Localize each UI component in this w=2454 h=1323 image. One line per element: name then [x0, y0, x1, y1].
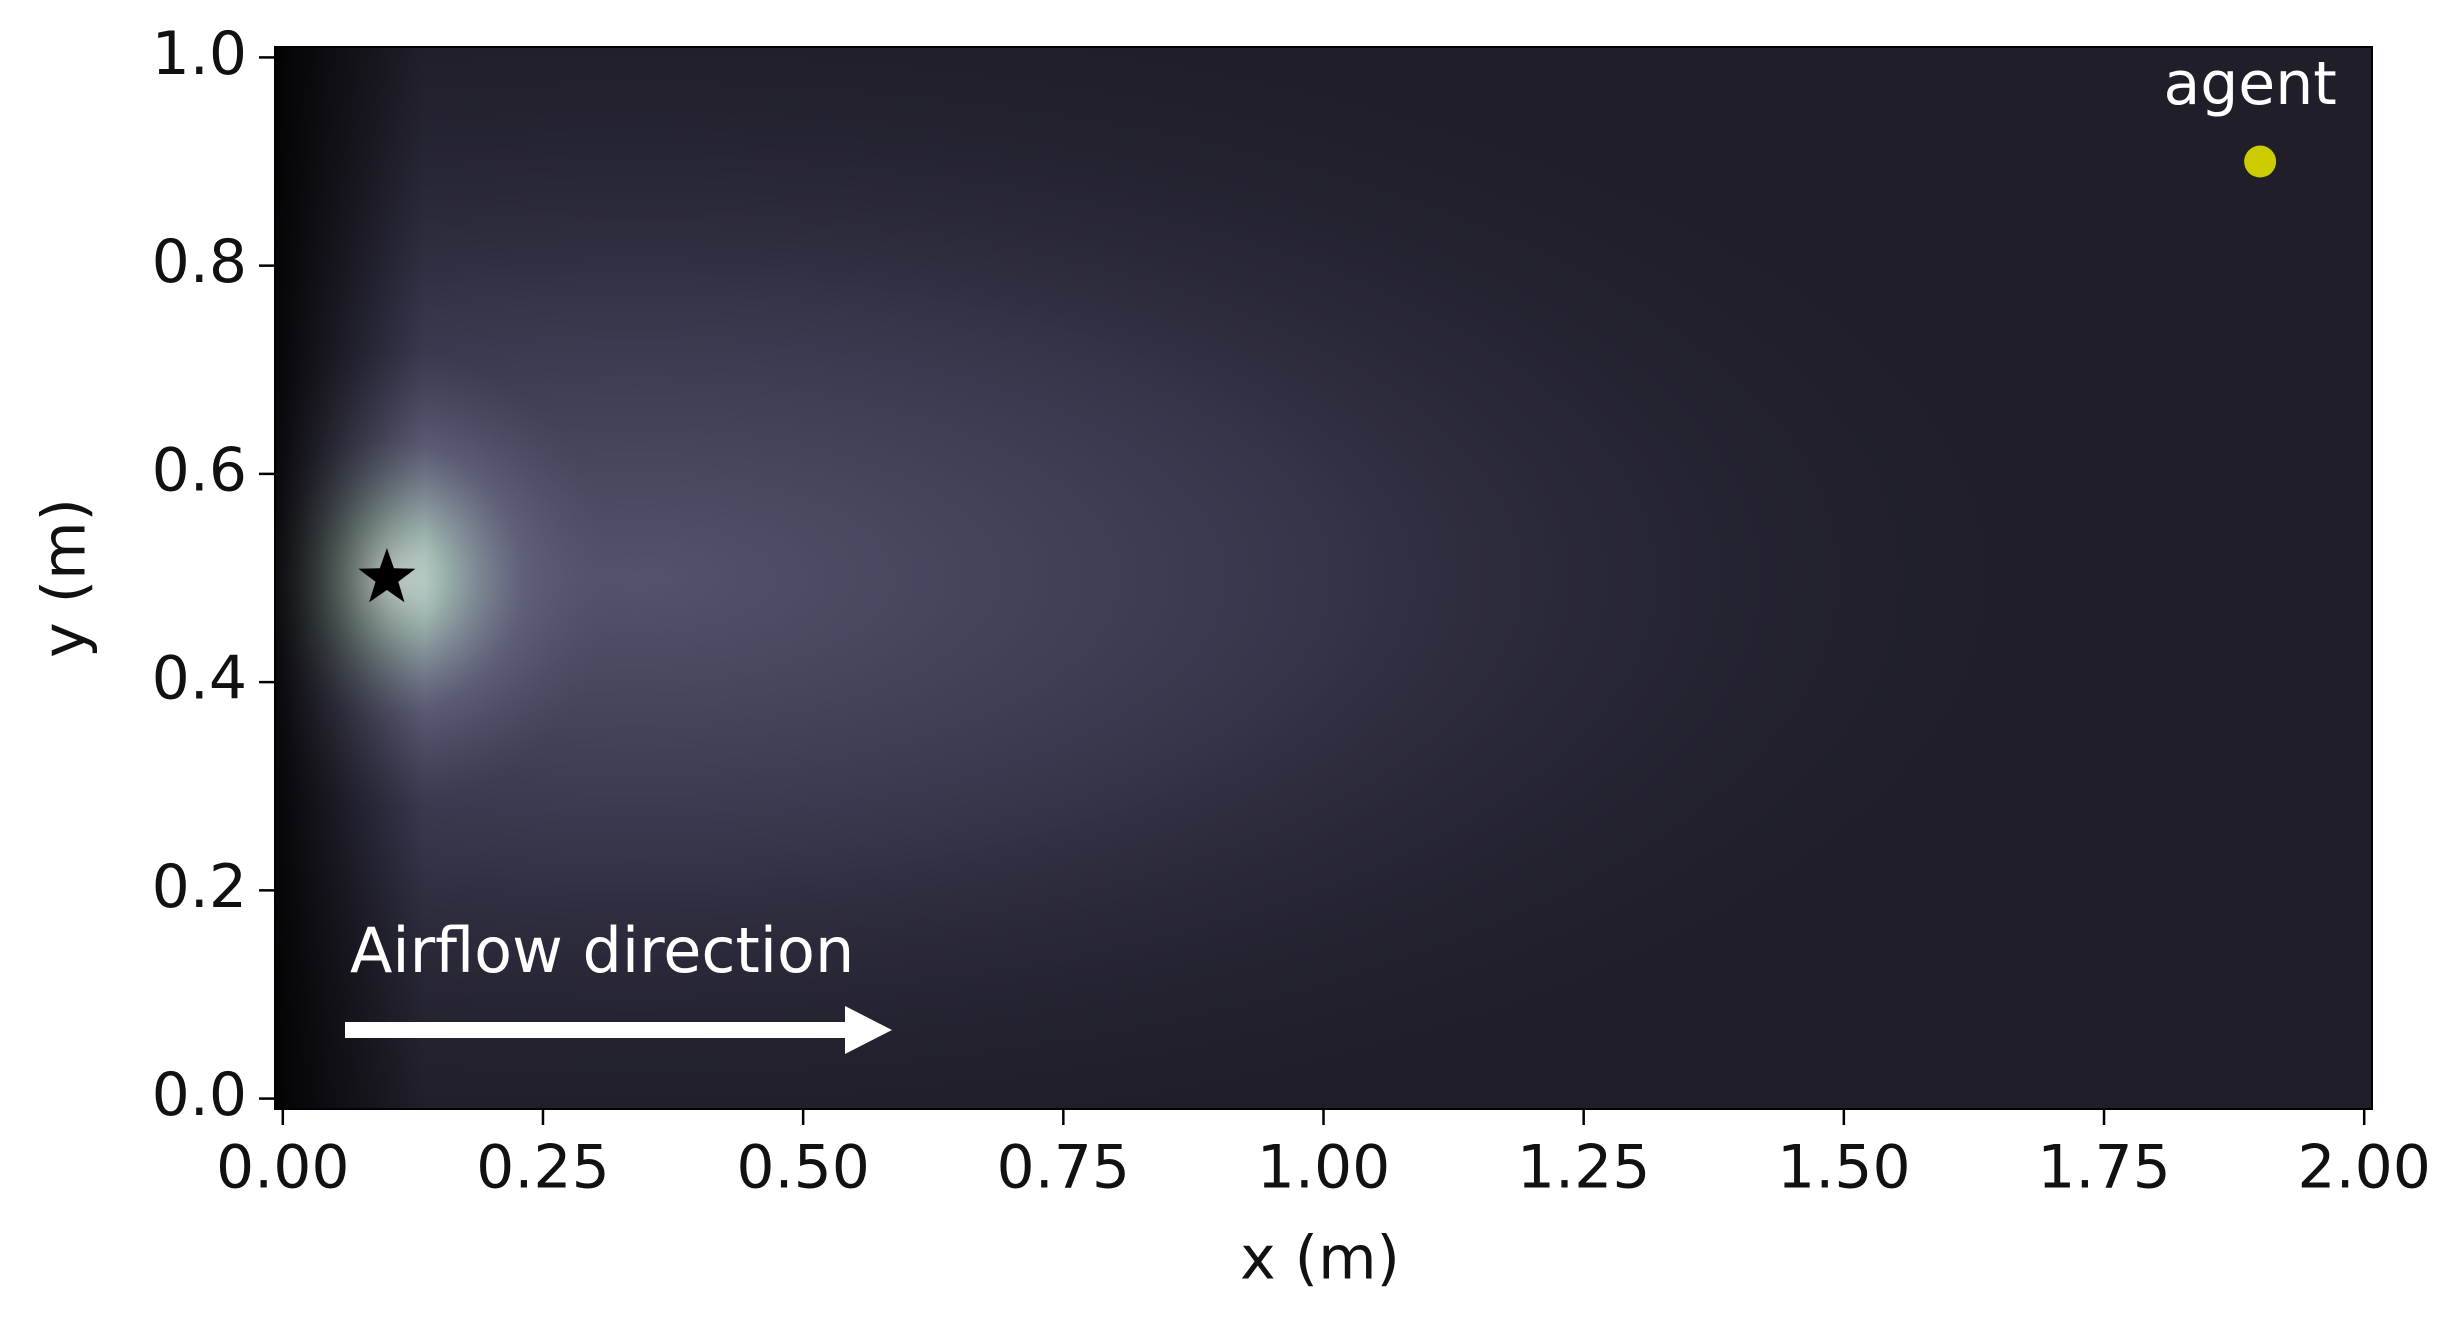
x-tick-label: 2.00 — [2297, 1133, 2431, 1203]
arrow-head — [845, 1006, 892, 1054]
axes: 0.00 0.25 0.50 0.75 1.00 1.25 1.50 1.75 2.00 0.0 0… — [152, 19, 2431, 1203]
airflow-label: Airflow direction — [350, 914, 854, 987]
x-tick-label: 1.75 — [2037, 1133, 2171, 1203]
x-axis-label: x (m) — [1240, 1224, 1400, 1294]
source-star — [358, 548, 416, 603]
x-tick-label: 1.00 — [1257, 1133, 1391, 1203]
x-tick-label: 0.25 — [476, 1133, 610, 1203]
y-tick-label: 0.8 — [152, 227, 247, 297]
x-tick-label: 0.75 — [997, 1133, 1131, 1203]
y-tick-label: 1.0 — [152, 19, 247, 89]
y-tick-label: 0.4 — [152, 644, 247, 714]
y-tick-label: 0.2 — [152, 852, 247, 922]
y-axis-label: y (m) — [30, 498, 100, 658]
arrow-shaft — [345, 1022, 855, 1038]
airflow-arrow — [345, 1006, 892, 1054]
x-tick-label: 0.00 — [216, 1133, 350, 1203]
x-tick-label: 1.50 — [1777, 1133, 1911, 1203]
point-label: agent — [2163, 49, 2336, 119]
y-tick-label: 0.0 — [152, 1060, 247, 1130]
x-tick-label: 0.50 — [736, 1133, 870, 1203]
plot-area: agent — [275, 47, 2372, 1109]
y-tick-label: 0.6 — [152, 435, 247, 505]
plume-core — [275, 47, 2372, 1109]
x-tick-label: 1.25 — [1517, 1133, 1651, 1203]
agent-point — [2244, 145, 2277, 178]
